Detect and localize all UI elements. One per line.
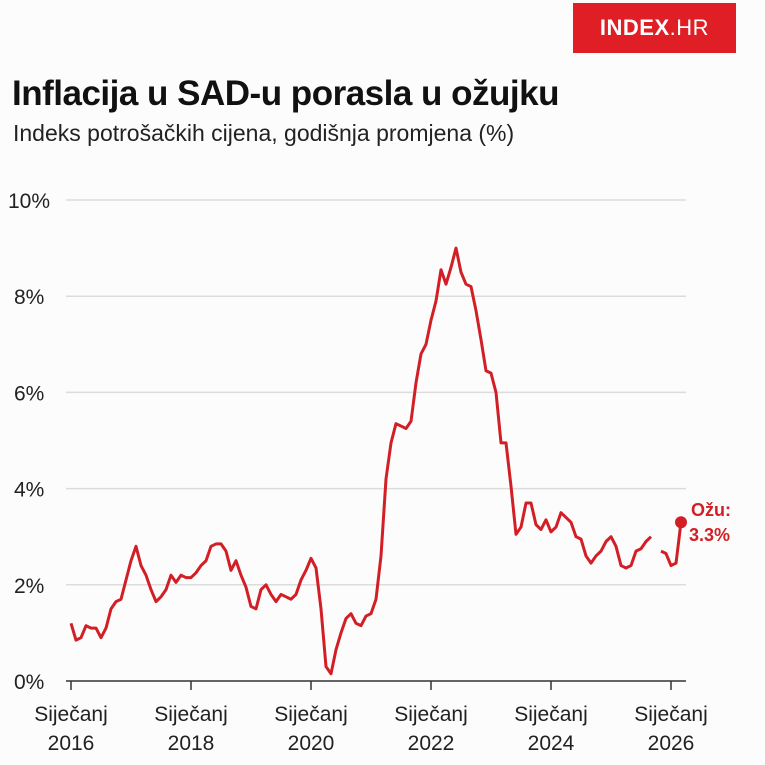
- x-tick-year: 2022: [408, 732, 455, 755]
- x-tick-year: 2024: [528, 732, 575, 755]
- y-tick-label: 0%: [14, 671, 44, 694]
- x-tick-label: Siječanj: [634, 703, 708, 726]
- y-tick-label: 4%: [14, 479, 44, 502]
- x-tick-label: Siječanj: [154, 703, 228, 726]
- annotation-value: 3.3%: [689, 525, 730, 545]
- y-tick-label: 2%: [14, 575, 44, 598]
- logo-suffix: .HR: [669, 15, 710, 40]
- annotation-label: Ožu:: [691, 500, 731, 520]
- x-tick-label: Siječanj: [394, 703, 468, 726]
- y-tick-label: 8%: [14, 286, 44, 309]
- cpi-line: [660, 522, 683, 568]
- y-tick-label: 6%: [14, 382, 44, 405]
- last-point-marker: [675, 516, 687, 529]
- x-tick-year: 2020: [288, 732, 335, 755]
- logo-text: INDEX: [599, 15, 670, 40]
- x-tick-label: Siječanj: [34, 703, 108, 726]
- x-tick-year: 2016: [48, 732, 95, 755]
- chart-subtitle: Indeks potrošačkih cijena, godišnja prom…: [13, 120, 515, 146]
- cpi-line: [69, 246, 653, 676]
- x-tick-label: Siječanj: [274, 703, 348, 726]
- y-tick-label: 10%: [8, 190, 50, 213]
- index-hr-logo[interactable]: INDEX .HR: [573, 3, 736, 53]
- chart-title: Inflacija u SAD-u porasla u ožujku: [12, 74, 559, 113]
- x-tick-label: Siječanj: [514, 703, 588, 726]
- x-tick-year: 2026: [648, 732, 695, 755]
- x-tick-year: 2018: [168, 732, 215, 755]
